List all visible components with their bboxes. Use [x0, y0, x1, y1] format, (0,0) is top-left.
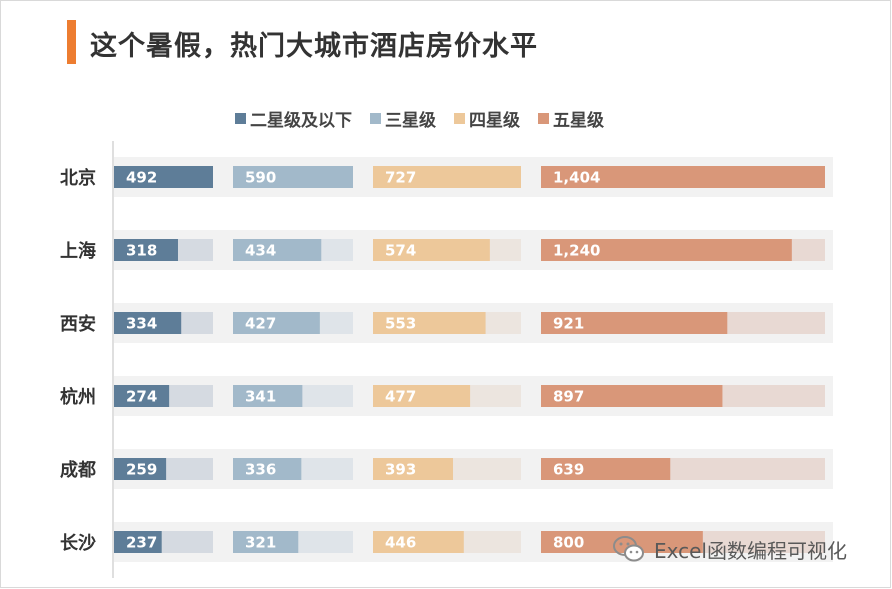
data-label: 727	[385, 169, 416, 187]
bar	[541, 458, 671, 480]
legend-item: 五星级	[538, 106, 604, 131]
category-label: 西安	[60, 313, 96, 335]
bar	[233, 458, 302, 480]
data-label: 341	[245, 388, 276, 406]
bar	[114, 166, 213, 188]
legend-swatch	[538, 112, 549, 124]
data-label: 897	[553, 388, 584, 406]
data-label: 492	[126, 169, 157, 187]
bar	[373, 385, 471, 407]
legend-label: 四星级	[469, 110, 520, 131]
data-label: 274	[126, 388, 157, 406]
data-label: 321	[245, 534, 276, 552]
data-label: 921	[553, 315, 584, 333]
data-label: 318	[126, 242, 157, 260]
data-label: 393	[385, 461, 416, 479]
bar	[541, 239, 792, 261]
bar	[233, 312, 320, 334]
legend-swatch	[454, 112, 465, 124]
legend-swatch	[235, 112, 246, 124]
category-label: 杭州	[60, 386, 96, 408]
data-label: 427	[245, 315, 276, 333]
bar	[233, 239, 322, 261]
category-label: 上海	[60, 240, 96, 262]
chart-legend: 二星级及以下 三星级 四星级 五星级	[235, 106, 622, 131]
data-label: 1,240	[553, 242, 600, 260]
bar	[373, 239, 490, 261]
watermark: Excel函数编程可视化	[612, 534, 847, 564]
bar	[541, 312, 728, 334]
legend-item: 二星级及以下	[235, 106, 352, 131]
bar	[114, 239, 178, 261]
data-label: 334	[126, 315, 157, 333]
data-label: 590	[245, 169, 276, 187]
data-label: 639	[553, 461, 584, 479]
category-label: 成都	[60, 459, 96, 481]
bar	[114, 312, 182, 334]
legend-swatch	[370, 112, 381, 124]
data-label: 477	[385, 388, 416, 406]
bar	[233, 385, 303, 407]
bar	[541, 531, 703, 553]
data-label: 553	[385, 315, 416, 333]
data-label: 800	[553, 534, 584, 552]
bar	[373, 458, 454, 480]
bar	[373, 531, 464, 553]
bar	[541, 385, 723, 407]
data-label: 446	[385, 534, 416, 552]
watermark-text: Excel函数编程可视化	[654, 538, 847, 563]
bar	[114, 385, 170, 407]
category-label: 长沙	[60, 533, 96, 554]
chart-title: 这个暑假，热门大城市酒店房价水平	[90, 31, 538, 62]
legend-item: 四星级	[454, 106, 520, 131]
data-label: 237	[126, 534, 157, 552]
data-label: 336	[245, 461, 276, 479]
data-label: 434	[245, 242, 276, 260]
legend-label: 五星级	[553, 110, 604, 131]
bar	[233, 166, 353, 188]
bar	[114, 458, 167, 480]
legend-label: 三星级	[385, 110, 436, 131]
data-label: 259	[126, 461, 157, 479]
bar	[233, 531, 299, 553]
bar	[114, 531, 162, 553]
data-label: 1,404	[553, 169, 600, 187]
legend-label: 二星级及以下	[250, 110, 352, 131]
category-label: 北京	[60, 167, 96, 189]
bar	[541, 166, 825, 188]
data-label: 574	[385, 242, 416, 260]
wechat-icon	[613, 536, 644, 562]
legend-item: 三星级	[370, 106, 436, 131]
title-accent-bar	[67, 20, 76, 64]
bar	[373, 166, 521, 188]
bar	[373, 312, 486, 334]
